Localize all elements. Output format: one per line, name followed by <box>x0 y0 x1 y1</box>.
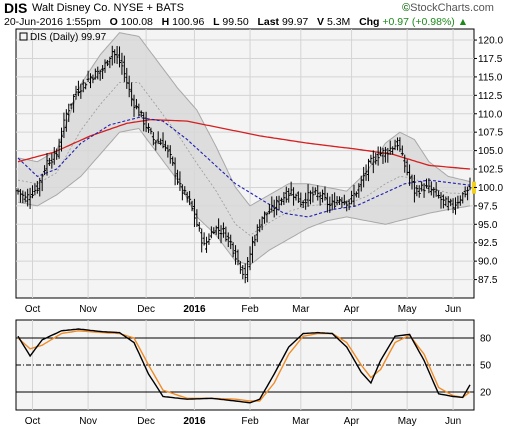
change-label: Chg <box>359 16 380 28</box>
price-legend: DIS (Daily) 99.97 <box>30 32 107 43</box>
stoch-tick-label: 20 <box>480 388 492 399</box>
legend-swatch <box>19 32 28 41</box>
price-tick-label: 100.0 <box>478 183 503 194</box>
stoch-x-tick-label: Mar <box>292 416 310 427</box>
quote-line: 20-Jun-2016 1:55pm O 100.08 H 100.96 L 9… <box>4 16 468 28</box>
price-x-tick-label: May <box>398 304 417 315</box>
stoch-d-line <box>17 330 471 402</box>
stoch-x-tick-label: Dec <box>137 416 155 427</box>
last-label: Last <box>257 16 280 28</box>
company-name: Walt Disney Co. <box>32 2 111 14</box>
high-label: H <box>161 16 170 28</box>
price-x-tick-label: Feb <box>241 304 259 315</box>
last-value: 99.97 <box>281 16 309 28</box>
bollinger-upper-line <box>17 32 471 207</box>
price-tick-label: 87.5 <box>478 275 498 286</box>
price-x-tick-label: Apr <box>344 304 360 315</box>
stoch-x-tick-label: 2016 <box>183 416 206 427</box>
price-x-tick-label: Mar <box>292 304 310 315</box>
price-x-tick-label: Oct <box>25 304 41 315</box>
open-value: 100.08 <box>120 16 153 28</box>
stoch-x-tick-label: Apr <box>344 416 360 427</box>
quote-date: 20-Jun-2016 1:55pm <box>4 16 101 28</box>
price-tick-label: 90.0 <box>478 257 498 268</box>
price-tick-label: 112.5 <box>478 91 503 102</box>
ma-short-line <box>17 116 471 218</box>
bollinger-lower-line <box>17 127 471 266</box>
stoch-tick-label: 80 <box>480 334 492 345</box>
stoch-x-tick-label: May <box>398 416 417 427</box>
price-tick-label: 115.0 <box>478 72 503 83</box>
open-label: O <box>109 16 118 28</box>
price-tick-label: 117.5 <box>478 54 503 65</box>
bollinger-mid-line <box>17 82 471 236</box>
price-tick-label: 105.0 <box>478 146 503 157</box>
exchange-label: NYSE + BATS <box>113 2 184 14</box>
brand-logo[interactable]: ©StockCharts.com <box>402 2 494 14</box>
volume-label: V <box>317 16 325 28</box>
price-tick-label: 120.0 <box>478 36 503 47</box>
stoch-x-tick-label: Feb <box>241 416 259 427</box>
stoch-tick-label: 50 <box>480 361 492 372</box>
stoch-x-tick-label: Jun <box>445 416 461 427</box>
change-value: +0.97 (+0.98%) <box>382 16 455 28</box>
price-tick-label: 97.5 <box>478 201 498 212</box>
stoch-x-tick-label: Oct <box>25 416 41 427</box>
price-tick-label: 95.0 <box>478 220 498 231</box>
low-value: 99.50 <box>222 16 249 28</box>
volume-value: 5.3M <box>326 16 351 28</box>
ticker-symbol: DIS <box>4 0 28 16</box>
low-label: L <box>213 16 220 28</box>
ohlc-bars <box>16 45 472 284</box>
stoch-k-line <box>17 328 471 404</box>
triangle-up-icon: ▲ <box>457 16 469 28</box>
stoch-x-tick-label: Nov <box>79 416 97 427</box>
price-x-tick-label: 2016 <box>183 304 206 315</box>
high-value: 100.96 <box>172 16 205 28</box>
price-tick-label: 107.5 <box>478 128 503 139</box>
price-x-tick-label: Dec <box>137 304 155 315</box>
company-exchange: Walt Disney Co. NYSE + BATS <box>32 2 184 14</box>
price-tick-label: 110.0 <box>478 109 503 120</box>
price-tick-label: 92.5 <box>478 238 498 249</box>
brand-name: StockCharts.com <box>410 2 494 14</box>
price-x-tick-label: Nov <box>79 304 97 315</box>
stochastic-panel <box>15 319 475 411</box>
brand-dot-icon: © <box>402 2 411 14</box>
price-x-tick-label: Jun <box>445 304 461 315</box>
price-tick-label: 102.5 <box>478 165 503 176</box>
